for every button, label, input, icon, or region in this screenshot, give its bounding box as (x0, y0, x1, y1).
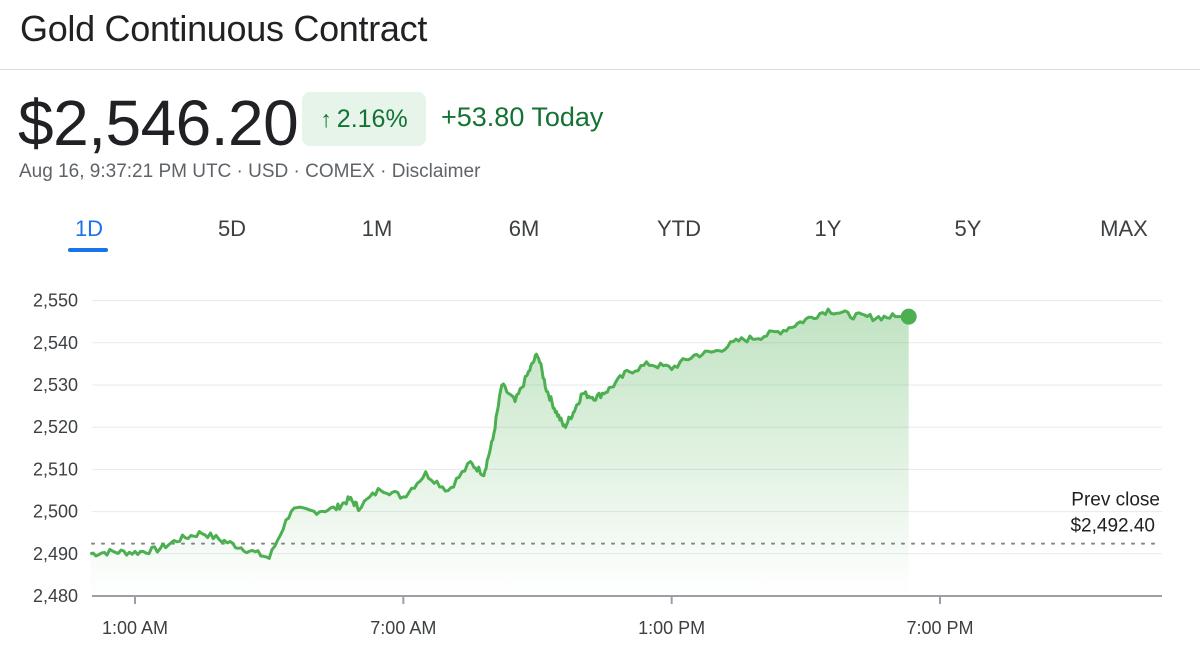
tab-5d[interactable]: 5D (217, 216, 247, 241)
tab-6m[interactable]: 6M (508, 216, 540, 241)
tab-1m[interactable]: 1M (361, 216, 393, 241)
y-tick-label: 2,500 (33, 502, 78, 522)
change-percent-badge: ↑ 2.16% (302, 92, 426, 146)
header-divider (0, 69, 1200, 70)
y-tick-label: 2,540 (33, 333, 78, 353)
price-area-fill (90, 309, 909, 596)
change-today: +53.80 Today (441, 102, 604, 132)
change-percent-value: 2.16% (336, 104, 408, 133)
range-tabs: 1D 5D 1M 6M YTD 1Y 5Y MAX (0, 216, 1200, 256)
tab-5y[interactable]: 5Y (954, 216, 982, 241)
prev-close-label: Prev close (1071, 490, 1160, 511)
tab-1y[interactable]: 1Y (814, 216, 842, 241)
price-chart[interactable]: 2,480 2,490 2,500 2,510 2,520 2,530 2,540 2,550… (0, 270, 1200, 665)
active-tab-indicator (68, 248, 108, 252)
x-tick-label: 1:00 AM (102, 618, 168, 638)
current-price: $2,546.20 (18, 87, 299, 159)
price-line (89, 307, 909, 560)
y-tick-label: 2,520 (33, 417, 78, 437)
x-tick-label: 7:00 PM (906, 618, 973, 638)
tab-1d[interactable]: 1D (74, 216, 104, 241)
quote-meta: Aug 16, 9:37:21 PM UTC · USD · COMEX · D… (19, 161, 481, 182)
y-tick-label: 2,490 (33, 544, 78, 564)
last-price-dot (900, 308, 917, 325)
prev-close-value: $2,492.40 (1070, 516, 1155, 537)
x-tick-label: 1:00 PM (638, 618, 705, 638)
tab-ytd[interactable]: YTD (657, 216, 701, 241)
tab-max[interactable]: MAX (1100, 216, 1148, 241)
y-tick-label: 2,550 (33, 291, 78, 311)
x-tick-label: 7:00 AM (370, 618, 436, 638)
y-tick-label: 2,510 (33, 459, 78, 479)
page-title: Gold Continuous Contract (20, 8, 428, 49)
y-tick-label: 2,530 (33, 375, 78, 395)
up-arrow-icon: ↑ (320, 105, 332, 132)
y-tick-label: 2,480 (33, 586, 78, 606)
